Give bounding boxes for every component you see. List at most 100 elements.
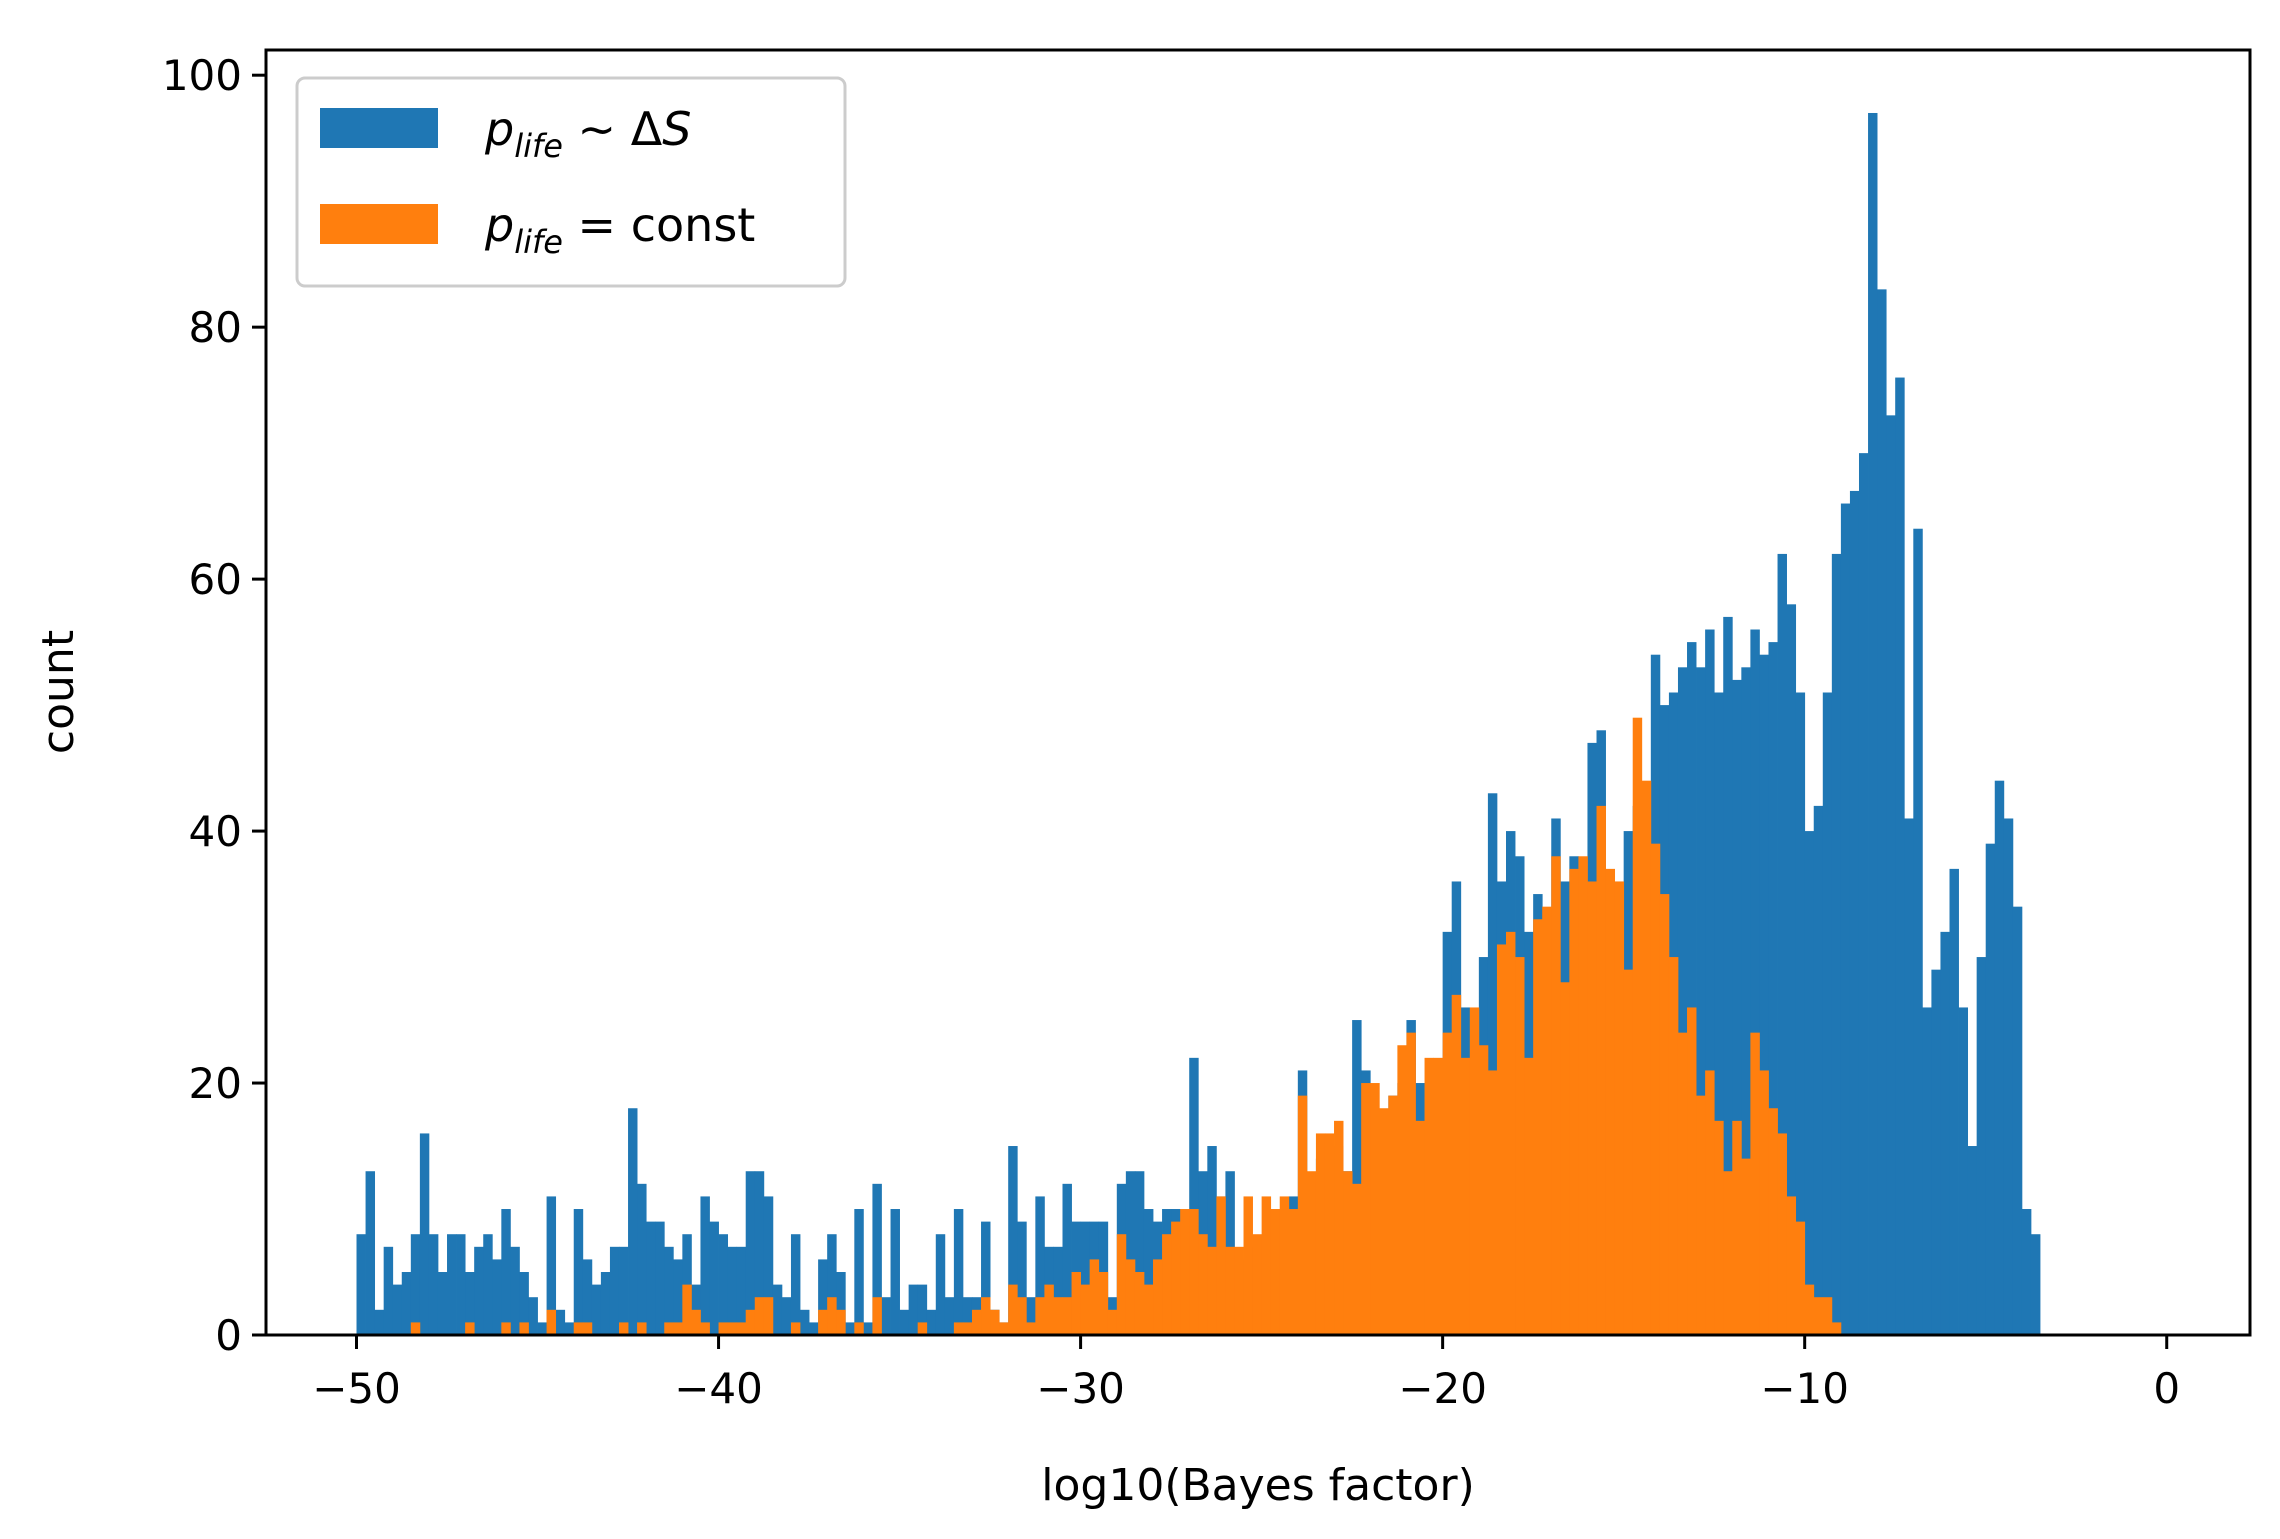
- bar: [1487, 793, 1498, 1335]
- bar: [1877, 289, 1887, 1335]
- bar: [1089, 1259, 1100, 1335]
- bar: [1252, 1234, 1263, 1335]
- bar: [410, 1322, 421, 1335]
- bar: [1578, 856, 1588, 1335]
- bar: [1216, 1196, 1226, 1335]
- bar: [618, 1246, 629, 1335]
- bar: [1153, 1259, 1163, 1335]
- bar: [1795, 1221, 1806, 1335]
- bar: [1786, 1196, 1797, 1335]
- bar: [600, 1272, 611, 1335]
- bar: [1125, 1171, 1136, 1335]
- bar: [1723, 616, 1733, 1335]
- bar: [1107, 1309, 1118, 1335]
- bar: [809, 1322, 819, 1335]
- ticks-group: −50 −40 −30 −20 −10 0 0 20 40 60 80 100: [162, 51, 2180, 1413]
- bar: [492, 1259, 502, 1335]
- bar: [1913, 528, 1923, 1335]
- bar: [709, 1221, 719, 1335]
- bar: [1687, 642, 1697, 1335]
- bar: [1225, 1246, 1235, 1335]
- bar: [727, 1322, 738, 1335]
- bar: [1759, 654, 1769, 1335]
- bar: [2030, 1234, 2041, 1335]
- bar: [1008, 1146, 1018, 1335]
- bar: [1243, 1196, 1253, 1335]
- bar: [1469, 1007, 1480, 1335]
- bar: [718, 1234, 729, 1335]
- y-axis-label: count: [33, 630, 84, 754]
- bar: [754, 1297, 765, 1335]
- bar: [1062, 1183, 1072, 1335]
- bar: [374, 1309, 385, 1335]
- bar: [863, 1322, 873, 1335]
- bar: [1071, 1272, 1081, 1335]
- bar: [1958, 1007, 1969, 1335]
- bar: [1315, 1133, 1326, 1335]
- bar: [1207, 1246, 1217, 1335]
- bar: [1261, 1196, 1272, 1335]
- bar: [609, 1246, 620, 1335]
- bar: [465, 1272, 475, 1335]
- bar: [962, 1322, 973, 1335]
- bar: [1388, 1095, 1398, 1335]
- bar: [745, 1309, 756, 1335]
- x-tick-label: −10: [1760, 1364, 1849, 1413]
- bar: [854, 1322, 864, 1335]
- bar: [790, 1322, 801, 1335]
- bar: [872, 1183, 882, 1335]
- y-tick-label: 0: [215, 1311, 242, 1360]
- bar: [447, 1234, 457, 1335]
- bar: [1306, 1171, 1317, 1335]
- bar: [1777, 553, 1787, 1335]
- bar: [1171, 1221, 1181, 1335]
- bar: [1008, 1284, 1018, 1335]
- legend-swatch: [320, 108, 438, 148]
- bar: [1487, 1070, 1498, 1335]
- bar: [736, 1246, 747, 1335]
- bar: [1849, 490, 1860, 1335]
- bar: [1786, 604, 1797, 1335]
- bar: [1542, 906, 1552, 1335]
- bar: [573, 1322, 584, 1335]
- bar: [1768, 1108, 1778, 1335]
- series-1-bars: [410, 717, 1842, 1335]
- bar: [410, 1234, 421, 1335]
- bars-group: [356, 112, 2041, 1335]
- bar: [1379, 1108, 1389, 1335]
- bar: [990, 1309, 1000, 1335]
- bar: [1053, 1246, 1063, 1335]
- bar: [555, 1309, 566, 1335]
- bar: [908, 1284, 919, 1335]
- bar: [1352, 1183, 1362, 1335]
- bar: [953, 1322, 964, 1335]
- bar: [1370, 1083, 1380, 1335]
- bar: [1533, 919, 1543, 1335]
- bar: [519, 1322, 529, 1335]
- bar: [917, 1322, 928, 1335]
- bar: [718, 1322, 729, 1335]
- bar: [981, 1297, 991, 1335]
- bar: [1768, 642, 1778, 1335]
- bar: [935, 1234, 946, 1335]
- bar: [736, 1322, 747, 1335]
- y-tick-label: 40: [189, 807, 242, 856]
- bar: [1143, 1284, 1154, 1335]
- plot-frame: [264, 48, 2252, 1337]
- x-tick-label: −50: [312, 1364, 401, 1413]
- bar: [1696, 1095, 1706, 1335]
- bar: [1895, 377, 1905, 1335]
- bar: [1922, 1007, 1932, 1335]
- bar: [1687, 1007, 1697, 1335]
- bar: [2012, 906, 2023, 1335]
- bar: [1605, 868, 1616, 1335]
- bar: [1741, 667, 1751, 1335]
- bar: [383, 1246, 394, 1335]
- bar: [1714, 1120, 1724, 1335]
- bar: [1723, 1171, 1733, 1335]
- bar: [1352, 1020, 1362, 1335]
- bar: [401, 1272, 412, 1335]
- bar: [1677, 667, 1688, 1335]
- bar: [1026, 1322, 1036, 1335]
